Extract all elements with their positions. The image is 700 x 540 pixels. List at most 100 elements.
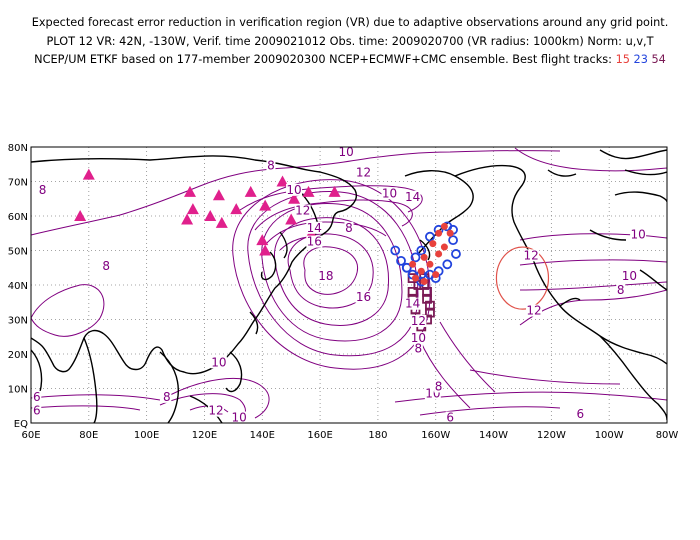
contour-label-bg [266, 159, 276, 172]
contour-label-bg [355, 290, 372, 303]
contour-label: 6 [576, 407, 584, 421]
track-15-point [446, 229, 454, 237]
contour-label-bg [413, 342, 423, 355]
latitude-label: 20N [8, 350, 28, 361]
longitude-label: 120W [537, 430, 566, 441]
graticule [31, 147, 667, 423]
track-15-point [429, 240, 437, 248]
track-15-point [435, 250, 443, 258]
longitude-labels: 60E 80E 100E 120E 140E 160E 180 160W 140W 120W 100… [21, 430, 678, 441]
flight-tracks [390, 221, 461, 332]
contour-label-bg [523, 249, 540, 262]
track-54-label: 54 [651, 53, 666, 66]
verification-region [495, 246, 550, 310]
contour-label-bg [32, 404, 42, 417]
contour-label-bg [434, 380, 444, 393]
contour-label: 12 [295, 204, 310, 218]
contour-label-bg [32, 390, 42, 403]
observation-triangle [259, 199, 272, 211]
contour-label: 8 [163, 390, 171, 404]
observation-triangle [74, 210, 87, 221]
title-line-2: PLOT 12 VR: 42N, -130W, Verif. time 2009… [46, 34, 654, 48]
contour-label-bg [338, 147, 355, 158]
track-15-point [440, 222, 448, 230]
track-15-point [409, 260, 417, 268]
contour-label-bg [491, 147, 508, 148]
contour-label: 10 [492, 135, 507, 149]
title-line-1: Expected forecast error reduction in ver… [31, 16, 669, 29]
contour-label-bg [630, 228, 647, 241]
latitude-label: 60N [8, 212, 28, 223]
observation-triangle [256, 234, 269, 246]
longitude-label: 140W [479, 430, 508, 441]
contour-label: 8 [435, 380, 443, 394]
contour-label-bg [306, 235, 323, 248]
track-54-point [422, 286, 432, 297]
observation-triangle [204, 210, 217, 221]
contour-label-bg [621, 270, 638, 283]
track-23-point [396, 255, 406, 266]
contour-label-bg [344, 221, 354, 234]
track-54-point [425, 300, 435, 311]
contour-label: 10 [338, 145, 353, 159]
contour-label: 16 [356, 290, 371, 304]
track-15-point [420, 278, 428, 286]
contour-label-bg [294, 204, 311, 217]
contour-label-bg [526, 304, 543, 317]
contour-label: 10 [622, 269, 637, 283]
observation-triangle [259, 244, 272, 256]
longitude-label: 120E [192, 430, 217, 441]
error-reduction-contours [31, 147, 667, 423]
track-23-point [390, 245, 401, 256]
contour-label: 12 [526, 304, 541, 318]
track-23-label: 23 [633, 53, 648, 66]
contour-label: 8 [102, 259, 110, 273]
contour-label-bg [162, 390, 172, 403]
latitude-label: 40N [8, 281, 28, 292]
observation-triangle [328, 185, 341, 197]
longitude-label: 80E [79, 430, 98, 441]
contour-label: 6 [446, 411, 454, 425]
longitude-label: 140E [250, 430, 275, 441]
contour-label-bg [404, 190, 421, 203]
track-15-point [417, 267, 425, 275]
contour-label: 8 [39, 183, 47, 197]
contour-label: 16 [307, 235, 322, 249]
latitude-label: 70N [8, 178, 28, 189]
contour-label: 8 [267, 159, 275, 173]
contour-label-bg [317, 270, 334, 283]
map-frame [30, 146, 668, 424]
longitude-label: 160E [307, 430, 332, 441]
contour-label: 12 [523, 248, 538, 262]
observation-triangle [212, 189, 225, 201]
latitude-label: 30N [8, 316, 28, 327]
contour-label: 12 [356, 166, 371, 180]
longitude-label: 100W [595, 430, 624, 441]
observation-triangle [244, 185, 257, 197]
map-title: Expected forecast error reduction in ver… [0, 14, 700, 70]
latitude-label: 80N [8, 143, 28, 154]
contour-label-bg [38, 183, 48, 196]
observation-triangle [288, 192, 301, 204]
contour-label: 14 [307, 221, 322, 235]
latitude-labels: EQ 10N 20N 30N 40N 50N 60N 70N 80N [8, 143, 28, 430]
contour-label: 18 [318, 269, 333, 283]
track-15-point [411, 274, 419, 282]
observation-triangle [230, 203, 243, 215]
observation-triangle [82, 168, 95, 180]
latitude-label: 50N [8, 247, 28, 258]
track-15-point [440, 243, 448, 251]
track-23-point [451, 249, 461, 259]
track-15-point [435, 229, 443, 237]
observation-triangle [285, 213, 298, 225]
contour-label: 10 [411, 331, 426, 345]
verification-circle [495, 246, 550, 310]
track-54-point [407, 286, 418, 297]
track-23-point [410, 252, 421, 263]
contour-label-bg [210, 356, 227, 369]
contour-label-bg [404, 297, 421, 310]
track-15-label: 15 [615, 53, 630, 66]
contour-label-bg [286, 183, 303, 196]
contour-label-bg [616, 283, 626, 296]
